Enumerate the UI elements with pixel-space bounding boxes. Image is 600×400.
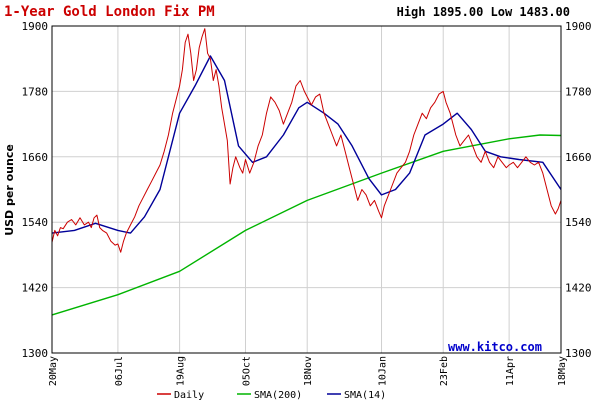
x-tick-label: 05Oct [242, 356, 253, 386]
legend-label-daily: Daily [174, 390, 204, 400]
y-tick-label-right: 1300 [565, 347, 592, 360]
y-tick-label-left: 1900 [22, 20, 49, 33]
legend-label-sma200: SMA(200) [254, 390, 302, 400]
y-tick-label-left: 1540 [22, 216, 49, 229]
grid-lines [52, 26, 561, 353]
x-tick-label: 06Jul [114, 356, 125, 386]
chart-stats: High 1895.00 Low 1483.00 [397, 5, 570, 19]
legend-label-sma14: SMA(14) [344, 390, 386, 400]
y-tick-label-right: 1420 [565, 282, 592, 295]
series-line-sma200 [51, 134, 562, 316]
axis-ticks: 1300 1300 1420 1420 1540 1540 1660 1660 1780 1780… [22, 20, 592, 386]
y-tick-label-right: 1780 [565, 85, 592, 98]
y-tick-label-left: 1780 [22, 85, 49, 98]
watermark: www.kitco.com [448, 340, 542, 354]
chart-title: 1-Year Gold London Fix PM [4, 4, 215, 20]
y-tick-label-right: 1660 [565, 151, 592, 164]
x-tick-label: 19Aug [176, 356, 187, 386]
y-tick-label-right: 1900 [565, 20, 592, 33]
y-tick-label-left: 1420 [22, 282, 49, 295]
x-tick-label: 18Nov [303, 356, 314, 386]
series-line-sma14 [51, 55, 562, 234]
x-tick-label: 20May [48, 356, 59, 386]
series-lines [51, 28, 562, 316]
x-tick-label: 10Jan [378, 356, 389, 386]
y-axis-label: USD per ounce [3, 144, 16, 236]
plot-frame [51, 25, 562, 354]
x-tick-label: 18May [557, 356, 568, 386]
y-tick-label-left: 1300 [22, 347, 49, 360]
x-tick-label: 11Apr [505, 356, 516, 386]
x-tick-label: 23Feb [439, 356, 450, 386]
legend: Daily SMA(200) SMA(14) [157, 390, 386, 400]
plot-area [52, 26, 561, 353]
y-tick-label-right: 1540 [565, 216, 592, 229]
y-tick-label-left: 1660 [22, 151, 49, 164]
series-line-daily [51, 28, 562, 253]
